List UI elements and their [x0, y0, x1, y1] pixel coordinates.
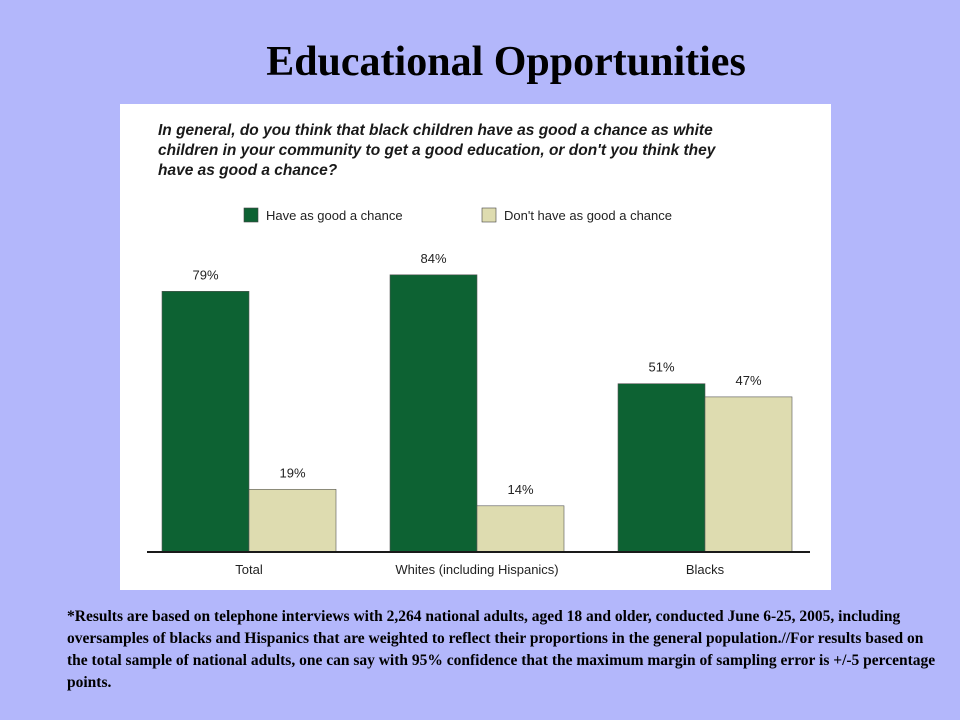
data-label: 47%	[735, 373, 761, 388]
data-label: 84%	[420, 251, 446, 266]
category-label: Whites (including Hispanics)	[395, 562, 558, 577]
slide-title: Educational Opportunities	[266, 39, 746, 85]
chart-panel: In general, do you think that black chil…	[120, 104, 831, 590]
legend-swatch	[243, 207, 259, 223]
legend-label: Don't have as good a chance	[504, 208, 672, 223]
footnote: *Results are based on telephone intervie…	[67, 608, 936, 691]
chart-bars	[161, 274, 793, 553]
bar	[248, 488, 337, 553]
category-label: Total	[235, 562, 263, 577]
bar-chart: In general, do you think that black chil…	[147, 122, 810, 577]
data-label: 19%	[279, 465, 305, 480]
legend-swatch	[481, 207, 497, 223]
question-line: children in your community to get a good…	[158, 142, 717, 159]
data-label: 79%	[192, 267, 218, 282]
chart-question: In general, do you think that black chil…	[158, 122, 717, 179]
bar	[161, 291, 250, 553]
data-label: 14%	[507, 482, 533, 497]
legend-label: Have as good a chance	[266, 208, 403, 223]
chart-legend: Have as good a chance Don't have as good …	[243, 207, 672, 223]
bar	[476, 505, 565, 553]
bar	[704, 396, 793, 553]
data-label: 51%	[648, 360, 674, 375]
question-line: In general, do you think that black chil…	[158, 122, 713, 139]
bar	[389, 274, 478, 553]
chart-category-labels: Total Whites (including Hispanics) Blacks	[235, 562, 724, 577]
chart-value-labels: 79% 84% 51% 19% 14% 47%	[192, 251, 761, 497]
category-label: Blacks	[686, 562, 725, 577]
bar	[617, 383, 706, 553]
question-line: have as good a chance?	[158, 162, 338, 179]
